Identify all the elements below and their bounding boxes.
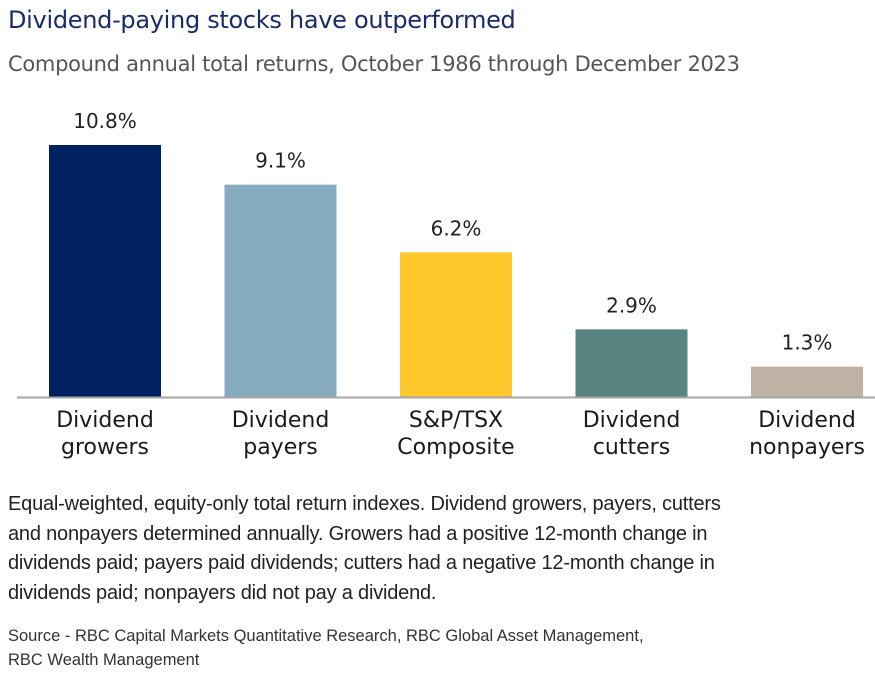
bar-3	[400, 252, 512, 397]
footnote-line: dividends paid; nonpayers did not pay a …	[8, 581, 437, 604]
category-label: Dividend	[232, 408, 330, 433]
bar-1	[49, 145, 161, 397]
bar-2	[224, 184, 337, 397]
category-label: payers	[243, 435, 318, 460]
category-label: Composite	[397, 435, 514, 460]
chart-subtitle: Compound annual total returns, October 1…	[8, 52, 740, 76]
category-labels-group: DividendgrowersDividendpayersS&P/TSXComp…	[56, 408, 865, 460]
category-label: Dividend	[758, 408, 856, 433]
chart-title: Dividend-paying stocks have outperformed	[8, 6, 516, 34]
bar-4	[575, 329, 688, 397]
value-label: 2.9%	[606, 293, 657, 317]
category-label: Dividend	[583, 408, 681, 433]
value-label: 9.1%	[255, 149, 306, 173]
bar-chart: 10.8%9.1%6.2%2.9%1.3% DividendgrowersDiv…	[17, 109, 875, 460]
bars-group	[49, 145, 863, 397]
source-note: Source - RBC Capital Markets Quantitativ…	[8, 624, 868, 672]
value-label: 10.8%	[73, 109, 137, 133]
bar-5	[751, 366, 863, 397]
value-label: 1.3%	[782, 331, 833, 355]
category-label: Dividend	[56, 408, 154, 433]
footnote: Equal-weighted, equity-only total return…	[8, 490, 875, 608]
footnote-line: Equal-weighted, equity-only total return…	[8, 493, 721, 515]
value-label: 6.2%	[431, 216, 482, 240]
category-label: S&P/TSX	[409, 408, 503, 433]
category-label: nonpayers	[749, 435, 865, 460]
source-line: RBC Wealth Management	[8, 651, 200, 669]
source-line: Source - RBC Capital Markets Quantitativ…	[8, 627, 644, 645]
footnote-line: and nonpayers determined annually. Growe…	[8, 522, 708, 545]
category-label: cutters	[593, 435, 670, 460]
value-labels-group: 10.8% 9.1% 6.2% 2.9% 1.3%	[73, 109, 832, 355]
footnote-line: dividends paid; payers paid dividends; c…	[8, 552, 715, 574]
category-label: growers	[61, 435, 149, 460]
